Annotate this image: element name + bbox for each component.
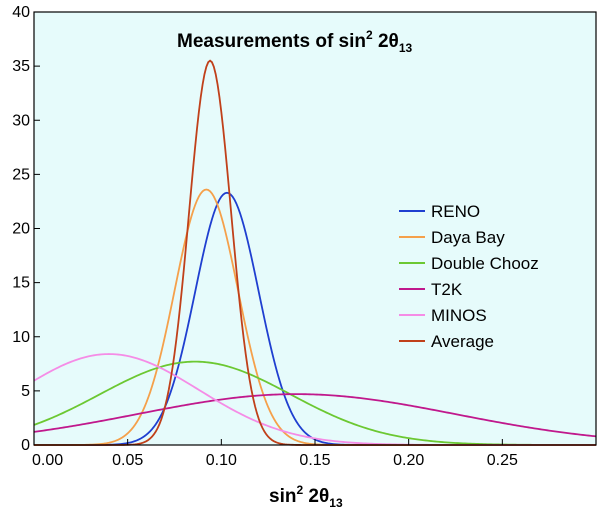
x-tick-label: 0.00 — [32, 452, 63, 469]
x-tick-label: 0.15 — [299, 452, 330, 469]
legend-label-5: Average — [431, 332, 494, 351]
chart-title-subscript: 13 — [399, 41, 413, 55]
y-axis: 0 5 10 15 20 25 30 35 40 — [12, 4, 40, 454]
chart-title-main: Measurements of sin — [177, 31, 366, 52]
legend-label-0: RENO — [431, 202, 480, 221]
x-tick-label: 0.05 — [112, 452, 143, 469]
x-axis-label: sin2 2θ13 — [269, 483, 343, 510]
legend-label-2: Double Chooz — [431, 254, 539, 273]
y-tick-label: 30 — [12, 112, 30, 129]
legend-label-4: MINOS — [431, 306, 487, 325]
x-axis-label-subscript: 13 — [329, 496, 343, 510]
y-tick-label: 20 — [12, 221, 30, 238]
legend-label-3: T2K — [431, 280, 463, 299]
x-tick-label: 0.20 — [393, 452, 424, 469]
x-axis: 0.00 0.05 0.10 0.15 0.20 0.25 — [32, 439, 518, 469]
legend-label-1: Daya Bay — [431, 228, 505, 247]
chart-title-middle: 2θ — [373, 31, 399, 52]
plot-area-background — [34, 12, 596, 445]
y-tick-label: 10 — [12, 329, 30, 346]
series-line-3 — [33, 393, 597, 438]
legend: RENO Daya Bay Double Chooz T2K MINOS Average — [399, 202, 539, 351]
x-axis-label-superscript: 2 — [296, 483, 303, 497]
y-tick-label: 0 — [21, 437, 30, 454]
y-tick-label: 5 — [21, 383, 30, 400]
x-tick-label: 0.10 — [206, 452, 237, 469]
x-tick-label: 0.25 — [487, 452, 518, 469]
y-tick-label: 15 — [12, 275, 30, 292]
y-tick-label: 35 — [12, 58, 30, 75]
x-axis-label-middle: 2θ — [303, 486, 329, 507]
chart-title: Measurements of sin2 2θ13 — [177, 28, 412, 55]
x-axis-label-main: sin — [269, 486, 296, 507]
y-tick-label: 40 — [12, 4, 30, 21]
y-tick-label: 25 — [12, 166, 30, 183]
chart-title-superscript: 2 — [366, 28, 373, 42]
